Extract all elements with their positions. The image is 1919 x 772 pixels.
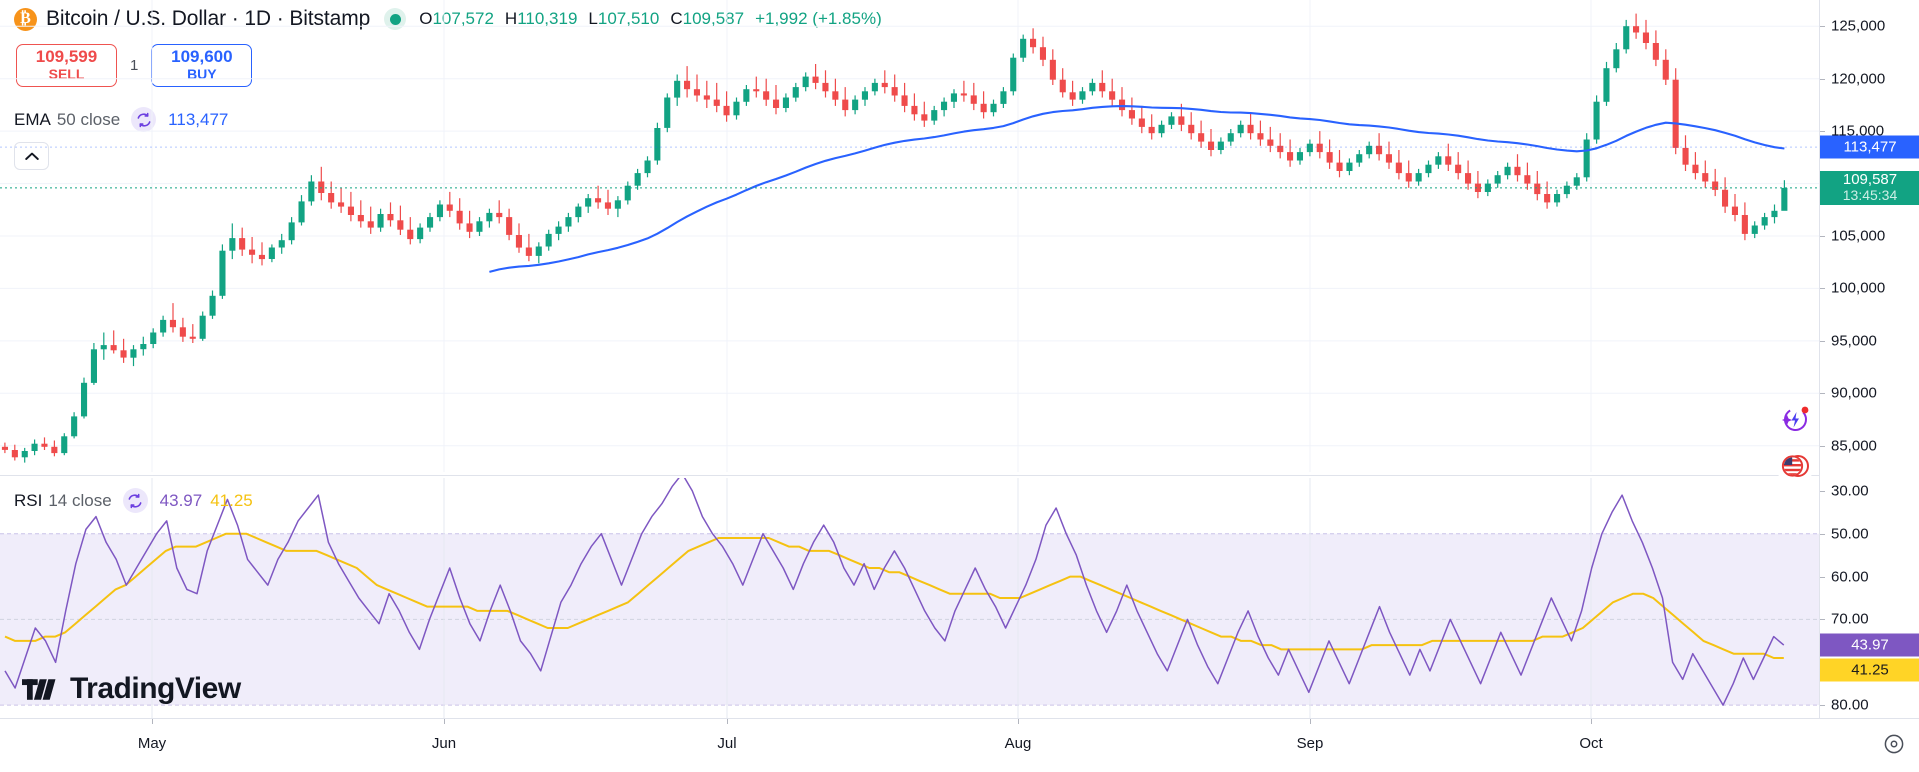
- rsi-ma-value-badge: 41.25: [1820, 658, 1919, 682]
- tradingview-watermark: TradingView: [22, 672, 241, 706]
- time-axis-tickmark: [1018, 719, 1019, 724]
- time-axis-tickmark: [727, 719, 728, 724]
- price-axis-tickmark: [1820, 26, 1825, 28]
- rsi-name: RSI: [14, 490, 43, 510]
- rsi-params: 14 close: [48, 490, 112, 510]
- legend-ema[interactable]: EMA 50 close 113,477: [14, 107, 228, 132]
- price-axis-tick: 115,000: [1831, 122, 1885, 140]
- rsi-axis-tick: 50.00: [1831, 525, 1869, 543]
- bitcoin-icon: ₿: [14, 7, 37, 31]
- time-axis-tickmark: [152, 719, 153, 724]
- ema-name: EMA: [14, 109, 51, 129]
- time-axis-tickmark: [444, 719, 445, 724]
- buy-button[interactable]: 109,600 BUY: [151, 44, 253, 87]
- price-axis-tick: 85,000: [1831, 437, 1877, 455]
- rsi-axis-tick: 30.00: [1831, 482, 1869, 500]
- price-axis-tickmark: [1820, 236, 1825, 237]
- target-settings-icon[interactable]: [1883, 733, 1905, 755]
- symbol-title[interactable]: Bitcoin / U.S. Dollar · 1D · Bitstamp: [46, 7, 371, 30]
- time-axis-tickmark: [1591, 719, 1592, 724]
- time-axis-label: May: [137, 735, 167, 752]
- price-axis-tick: 100,000: [1831, 279, 1886, 297]
- bar-countdown: 13:45:34: [1842, 187, 1898, 204]
- us-flag-globe-icon[interactable]: [1776, 447, 1814, 485]
- rsi-chart-svg: [0, 478, 1819, 718]
- ai-assistant-icon[interactable]: [1776, 400, 1814, 438]
- price-pane[interactable]: [0, 0, 1819, 472]
- rsi-axis-tickmark: [1820, 576, 1825, 578]
- rsi-value-badge: 43.97: [1820, 633, 1919, 657]
- change-percent: (+1.85%): [812, 9, 882, 28]
- ohlc-open: O107,572: [419, 9, 494, 28]
- ema-price-badge: 113,477: [1820, 135, 1919, 159]
- last-price-value: 109,587: [1842, 171, 1898, 189]
- price-axis[interactable]: 125,000120,000115,000110,000105,000100,0…: [1819, 0, 1919, 718]
- price-axis-tick: 90,000: [1831, 384, 1877, 402]
- time-axis-label: Jun: [431, 735, 457, 752]
- chevron-up-icon: [24, 152, 39, 160]
- refresh-icon[interactable]: [122, 488, 148, 513]
- watermark-text: TradingView: [70, 672, 241, 705]
- time-axis-label: Aug: [1004, 735, 1032, 752]
- time-axis-label: Sep: [1296, 735, 1324, 752]
- price-axis-tickmark: [1820, 131, 1825, 133]
- time-axis[interactable]: May Jun Jul Aug Sep Oct: [0, 718, 1919, 772]
- time-axis-label: Oct: [1579, 735, 1603, 752]
- price-axis-tickmark: [1820, 288, 1825, 290]
- time-axis-tickmark: [1310, 719, 1311, 724]
- ohlc-values: O107,572 H110,319 L107,510 C109,587 +1,992 (…: [419, 9, 882, 29]
- time-axis-label: Jul: [717, 735, 737, 752]
- tradingview-logo-icon: [22, 678, 56, 700]
- price-axis-tick: 125,000: [1831, 17, 1886, 35]
- ohlc-low: L107,510: [588, 9, 660, 28]
- chart-header: ₿ Bitcoin / U.S. Dollar · 1D · Bitstamp …: [0, 0, 1919, 38]
- pane-divider[interactable]: [0, 475, 1819, 476]
- market-open-dot: [389, 13, 401, 25]
- price-axis-tick: 105,000: [1831, 227, 1886, 245]
- rsi-axis-tickmark: [1820, 705, 1825, 707]
- ohlc-high: H110,319: [504, 9, 578, 28]
- floating-toolbar: [1776, 400, 1814, 485]
- price-axis-tick: 120,000: [1831, 70, 1886, 88]
- buy-label: BUY: [187, 65, 217, 82]
- rsi-axis-tick: 60.00: [1831, 568, 1869, 586]
- price-axis-tickmark: [1820, 78, 1825, 80]
- ohlc-close: C109,587: [670, 9, 745, 28]
- price-axis-tickmark: [1820, 445, 1825, 447]
- rsi-axis-tick: 70.00: [1831, 610, 1869, 628]
- price-chart-svg: [0, 0, 1819, 472]
- price-axis-tickmark: [1820, 340, 1825, 342]
- order-quantity[interactable]: 1: [130, 57, 139, 74]
- buy-price: 109,600: [171, 46, 233, 66]
- rsi-axis-tick: 80.00: [1831, 696, 1869, 714]
- sell-button[interactable]: 109,599 SELL: [16, 44, 117, 87]
- rsi-axis-tickmark: [1820, 619, 1825, 621]
- ema-value: 113,477: [168, 109, 229, 129]
- last-price-badge: 109,587 13:45:34: [1820, 170, 1919, 205]
- rsi-pane[interactable]: [0, 478, 1819, 718]
- collapse-legend-button[interactable]: [14, 142, 49, 170]
- market-status-icon[interactable]: [384, 8, 407, 30]
- legend-rsi[interactable]: RSI 14 close 43.97 41.25: [14, 488, 253, 513]
- price-axis-tickmark: [1820, 393, 1825, 395]
- ema-params: 50 close: [56, 109, 121, 129]
- rsi-axis-tickmark: [1820, 533, 1825, 535]
- change-absolute: +1,992: [755, 9, 808, 28]
- sell-price: 109,599: [35, 46, 98, 66]
- sell-label: SELL: [48, 65, 85, 82]
- trade-buttons: 109,599 SELL 1 109,600 BUY: [16, 44, 253, 87]
- rsi-axis-tickmark: [1820, 490, 1825, 492]
- rsi-ma-value: 41.25: [210, 490, 253, 510]
- price-axis-tick: 95,000: [1831, 332, 1877, 350]
- rsi-value: 43.97: [159, 490, 203, 510]
